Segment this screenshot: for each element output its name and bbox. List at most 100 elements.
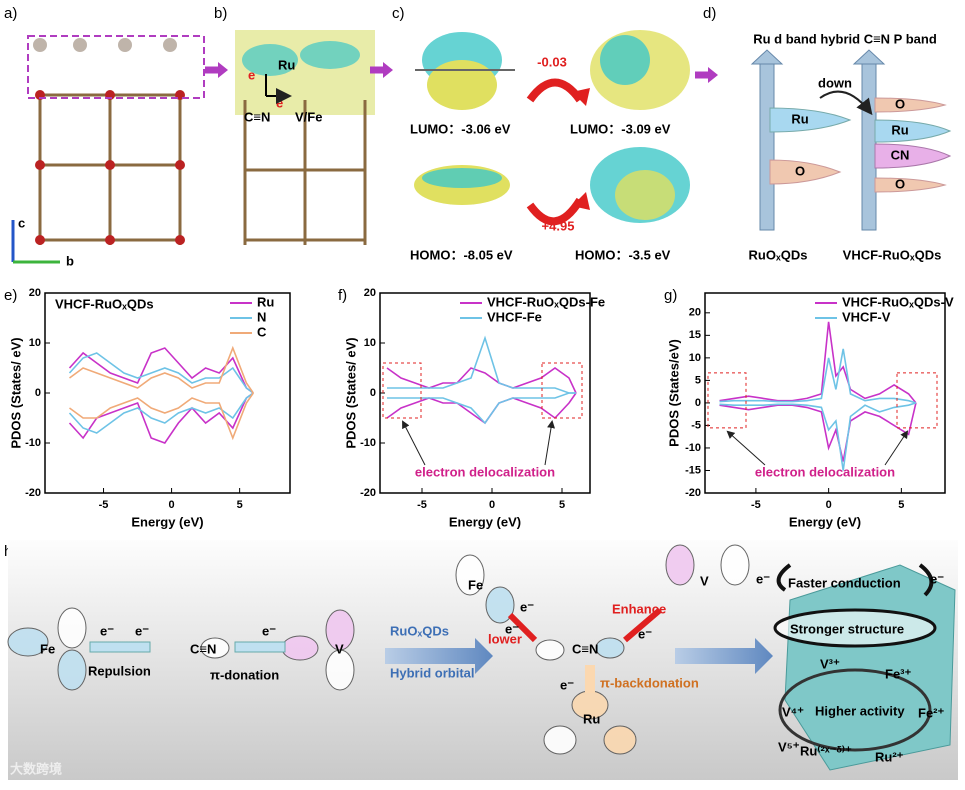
highlight-box [541,362,583,419]
legend-label: C [257,324,267,339]
watermark: 大数跨境 [10,761,62,776]
mechanism-label: Ru [583,711,600,726]
y-axis-label: PDOS (States/ eV) [343,337,358,448]
panel-label: g) [664,287,677,304]
mechanism-label: Stronger structure [790,621,904,636]
mechanism-label: C≡N [190,641,216,656]
band-label: O [895,96,905,111]
mechanism-label: Hybrid orbital [390,665,475,680]
y-tick-label: -20 [360,487,376,499]
legend-label: VHCF-V [842,309,891,324]
annotation-arrow [726,430,766,466]
y-tick-label: -20 [685,487,701,499]
mechanism-label: Faster conduction [788,575,901,590]
y-tick-label: 20 [29,287,41,299]
y-tick-label: -10 [685,442,701,454]
atom-label: Ru [278,57,295,72]
axis-label: c [18,215,25,230]
band-label: Ru [791,111,808,126]
pdos-line [69,345,254,394]
band-label: O [795,163,805,178]
orbital-energy: LUMO：-3.06 eV [410,121,511,136]
annotation-arrow [544,420,555,466]
plot-frame [379,292,591,494]
pdos-chart: -5 0 5 -20 -10 0 10 20 Energy (eV) PDOS (States/ … [8,287,291,529]
panel-label: d) [703,5,716,22]
y-tick-label: -10 [360,437,376,449]
mechanism-label: e⁻ [505,621,519,636]
pdos-line [387,335,576,394]
band-label: O [895,176,905,191]
annotation: electron delocalization [415,464,555,479]
mechanism-label: Fe³⁺ [885,666,912,681]
mechanism-label: e⁻ [520,599,534,614]
x-axis-label: Energy (eV) [449,514,521,529]
x-tick-label: 0 [826,499,832,511]
energy-shift: -0.03 [537,54,567,69]
y-tick-label: 20 [689,307,701,319]
electron-label: e [276,95,283,110]
mechanism-label: e⁻ [638,626,652,641]
y-axis-label: PDOS (States/eV) [666,339,681,447]
mechanism-h [7,540,958,780]
pdos-chart: -5 0 5 -20 -10 0 10 20 Energy (eV) PDOS (States/ … [343,287,605,530]
pdos-line [68,352,254,394]
energy-shift: +4.95 [542,218,575,233]
mechanism-label: V⁵⁺ [778,739,800,754]
orbital-energy: HOMO：-3.5 eV [575,247,671,262]
x-tick-label: -5 [99,499,109,511]
y-tick-label: -10 [25,437,41,449]
mechanism-label: Fe [40,641,55,656]
y-tick-label: -15 [685,464,701,476]
y-tick-label: 0 [695,397,701,409]
band-axis-label: VHCF-RuOₓQDs [843,247,942,262]
pdos-line [69,392,254,441]
x-tick-label: 5 [559,499,565,511]
pdos-line [386,367,577,394]
mechanism-label: e⁻ [262,623,276,638]
y-tick-label: 20 [364,287,376,299]
mechanism-label: V³⁺ [820,656,840,671]
pdos-line [387,392,576,425]
electron-label: e [248,67,255,82]
y-tick-label: 0 [35,387,41,399]
mechanism-label: Ru²⁺ [875,749,904,764]
mechanism-label: e⁻ [100,623,114,638]
x-axis-label: Energy (eV) [789,514,861,529]
y-tick-label: 5 [695,374,701,386]
y-tick-label: -5 [691,419,701,431]
mechanism-label: Fe [468,577,483,592]
atom-label: C≡N [244,109,270,124]
cube [773,563,956,771]
plot-frame [704,292,946,494]
mechanism-label: π-backdonation [600,675,699,690]
pdos-line [719,348,917,404]
mechanism-label: Ru⁽²ˣ⁻ᵟ⁾⁺ [800,743,852,758]
mechanism-label: e⁻ [560,677,574,692]
mechanism-label: Higher activity [815,703,905,718]
x-axis-label: Energy (eV) [131,514,203,529]
mechanism-label: C≡N [572,641,598,656]
pdos-line [719,321,917,404]
orbital-energy: LUMO：-3.09 eV [570,121,671,136]
y-tick-label: -20 [25,487,41,499]
panel-label: c) [392,5,405,22]
pdos-line [68,347,254,394]
y-tick-label: 10 [689,352,701,364]
highlight-box [382,362,422,419]
x-tick-label: -5 [751,499,761,511]
pdos-line [719,402,917,462]
highlight-box [707,372,747,429]
annotation: electron delocalization [755,464,895,479]
mechanism-label: Fe²⁺ [918,705,945,720]
y-tick-label: 0 [370,387,376,399]
band-label: CN [891,147,910,162]
legend-label: VHCF-Fe [487,309,542,324]
mechanism-label: Enhance [612,601,666,616]
atom-label: V/Fe [295,109,322,124]
legend-label: VHCF-RuOₓQDs-Fe [487,294,605,309]
axis-label: b [66,253,74,268]
panel-label: f) [338,287,347,304]
panel-label: b) [214,5,227,22]
